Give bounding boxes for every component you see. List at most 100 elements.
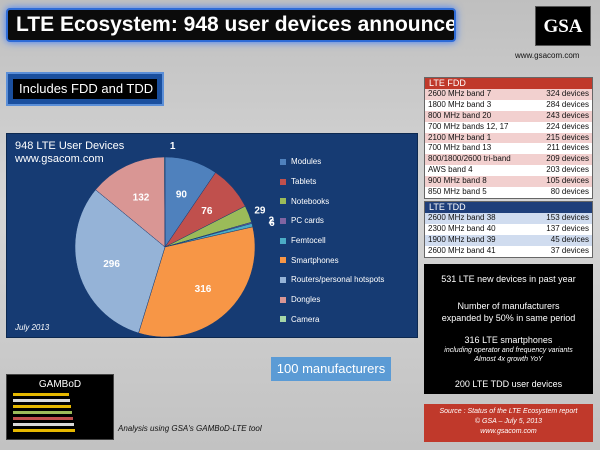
band-cell: 2100 MHz band 1	[428, 132, 492, 142]
manufacturers-box: 100 manufacturers	[271, 357, 391, 381]
pie-slice-routers-personal-hotspots	[74, 189, 166, 334]
gambod-line	[13, 393, 70, 396]
pie-label-smartphones: 316	[195, 284, 212, 295]
chart-legend: Modules Tablets Notebooks PC cards Femtocell…	[280, 152, 384, 329]
devices-cell: 105 devices	[546, 176, 589, 186]
info-smartphones-note: including operator and frequency variant…	[444, 347, 573, 354]
info-smartphones: 316 LTE smartphones	[464, 335, 553, 345]
info-manufacturers-b: expanded by 50% in same period	[441, 313, 576, 323]
info-tdd-devices: 200 LTE TDD user devices	[454, 379, 563, 389]
legend-item: Routers/personal hotspots	[280, 270, 384, 290]
table-row: 2600 MHz band 38 153 devices	[425, 213, 592, 224]
legend-item: Dongles	[280, 290, 384, 310]
banner-text: Includes FDD and TDD	[13, 79, 157, 99]
band-cell: 800 MHz band 20	[428, 110, 492, 120]
devices-cell: 224 devices	[546, 121, 589, 131]
table-row: 800/1800/2600 tri-band 209 devices	[425, 154, 592, 166]
table-row: 700 MHz band 13 211 devices	[425, 143, 592, 155]
gambod-line	[13, 405, 72, 408]
fdd-tdd-banner: Includes FDD and TDD	[6, 72, 164, 106]
page-title: LTE Ecosystem: 948 user devices announce…	[6, 8, 456, 42]
gambod-caption: Analysis using GSA's GAMBoD-LTE tool	[118, 424, 262, 433]
legend-item: Tablets	[280, 172, 384, 192]
legend-swatch	[280, 296, 286, 303]
devices-cell: 37 devices	[550, 245, 589, 255]
legend-swatch	[280, 276, 286, 283]
chart-date: July 2013	[15, 323, 50, 332]
pie-slice-dongles	[95, 156, 166, 248]
logo-url: www.gsacom.com	[515, 51, 580, 60]
legend-label: Routers/personal hotspots	[291, 275, 385, 285]
table-row: 2300 MHz band 40 137 devices	[425, 223, 592, 235]
gambod-line	[13, 429, 76, 432]
devices-cell: 215 devices	[546, 132, 589, 142]
devices-cell: 45 devices	[550, 234, 589, 244]
chart-panel: 90 76 29 2 6 316 296 132 1 948 LTE User Devices …	[6, 133, 418, 338]
table-row: 850 MHz band 5 80 devices	[425, 187, 592, 198]
pie-label-tablets: 76	[201, 206, 213, 217]
legend-swatch	[280, 257, 286, 264]
legend-item: PC cards	[280, 211, 384, 231]
legend-label: Modules	[291, 157, 322, 167]
table-row: 2100 MHz band 1 215 devices	[425, 132, 592, 144]
band-cell: 1800 MHz band 3	[428, 99, 492, 109]
devices-cell: 211 devices	[546, 143, 589, 153]
legend-item: Camera	[280, 310, 384, 330]
pie-label-femtocell: 6	[269, 218, 275, 229]
pie-label-dongles: 132	[133, 193, 150, 204]
devices-cell: 324 devices	[546, 89, 589, 98]
gambod-line	[13, 423, 75, 426]
pie-slice-camera	[164, 156, 166, 248]
legend-swatch	[280, 178, 286, 185]
gambod-line	[13, 417, 74, 420]
legend-label: Tablets	[291, 177, 317, 187]
legend-item: Smartphones	[280, 250, 384, 270]
devices-cell: 243 devices	[546, 110, 589, 120]
info-manufacturers-a: Number of manufacturers	[457, 301, 560, 311]
info-smartphones-growth: Almost 4x growth YoY	[474, 356, 543, 363]
band-cell: 2600 MHz band 41	[428, 245, 496, 255]
gsa-logo: GSA	[535, 6, 591, 46]
source-line-1: Source : Status of the LTE Ecosystem rep…	[439, 408, 578, 415]
source-line-3: www.gsacom.com	[480, 428, 537, 435]
devices-cell: 137 devices	[546, 223, 589, 233]
devices-cell: 203 devices	[546, 165, 589, 175]
band-cell: 1900 MHz band 39	[428, 234, 496, 244]
legend-label: Camera	[291, 314, 320, 324]
gambod-line	[13, 399, 71, 402]
band-cell: AWS band 4	[428, 165, 473, 175]
legend-label: Femtocell	[291, 236, 326, 246]
legend-item: Modules	[280, 152, 384, 172]
band-cell: 700 MHz band 13	[428, 143, 492, 153]
tdd-table-header: LTE TDD	[425, 202, 592, 213]
band-cell: 2600 MHz band 7	[428, 89, 492, 98]
band-cell: 800/1800/2600 tri-band	[428, 154, 511, 164]
legend-swatch	[280, 158, 286, 165]
fdd-table: LTE FDD 2600 MHz band 7 324 devices 1800 M…	[424, 77, 593, 199]
legend-swatch	[280, 237, 286, 244]
band-cell: 2300 MHz band 40	[428, 223, 496, 233]
devices-cell: 209 devices	[546, 154, 589, 164]
table-row: 700 MHz bands 12, 17 224 devices	[425, 121, 592, 133]
band-cell: 700 MHz bands 12, 17	[428, 121, 509, 131]
pie-label-routers-personal-hotspots: 296	[103, 259, 120, 270]
tdd-table: LTE TDD 2600 MHz band 38 153 devices 2300 …	[424, 201, 593, 258]
info-panel: 531 LTE new devices in past year Number …	[424, 264, 593, 394]
chart-title: 948 LTE User Devices	[15, 140, 125, 152]
legend-label: Smartphones	[291, 255, 339, 265]
pie-label-modules: 90	[176, 190, 188, 201]
table-row: AWS band 4 203 devices	[425, 165, 592, 177]
band-cell: 2600 MHz band 38	[428, 213, 496, 222]
devices-cell: 284 devices	[546, 99, 589, 109]
legend-swatch	[280, 217, 286, 224]
fdd-table-header: LTE FDD	[425, 78, 592, 89]
table-row: 2600 MHz band 7 324 devices	[425, 89, 592, 100]
legend-item: Femtocell	[280, 231, 384, 251]
band-cell: 900 MHz band 8	[428, 176, 487, 186]
table-row: 800 MHz band 20 243 devices	[425, 110, 592, 122]
pie-slice-smartphones	[138, 226, 256, 338]
info-new-devices: 531 LTE new devices in past year	[441, 274, 576, 284]
gambod-logo: GAMBoD	[6, 374, 114, 440]
table-row: 1800 MHz band 3 284 devices	[425, 99, 592, 111]
source-line-2: © GSA – July 5, 2013	[474, 418, 543, 425]
